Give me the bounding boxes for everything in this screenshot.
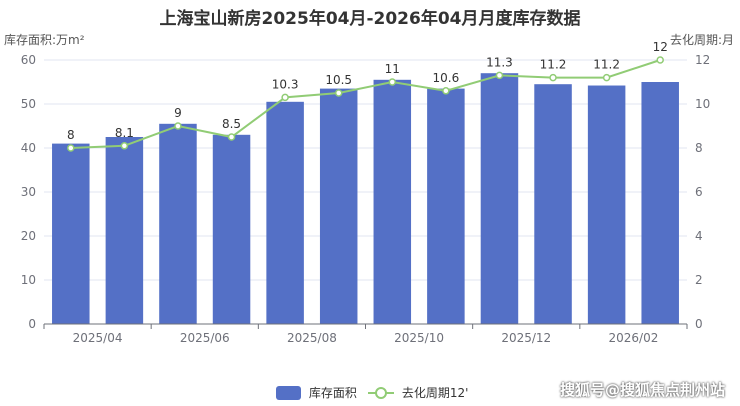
left-tick-label: 50 [21,97,36,111]
left-tick-label: 10 [21,273,36,287]
bar [373,79,412,324]
x-tick-label: 2025/12 [501,331,551,345]
bar [587,85,626,325]
line-point [656,56,664,64]
legend-item-bars[interactable]: 库存面积 [276,384,357,401]
bar [159,123,197,324]
left-tick-label: 30 [21,185,36,199]
right-axis-name: 去化周期:月 [669,33,734,47]
legend-bar-label: 库存面积 [308,386,357,400]
data-label: 10.3 [272,77,299,91]
bar [319,88,358,324]
x-tick-label: 2025/08 [287,331,337,345]
line-point [602,73,611,82]
data-label: 11.3 [486,55,513,69]
data-label: 10.6 [433,71,460,85]
left-tick-label: 60 [21,53,36,67]
x-tick-label: 2026/02 [608,331,658,345]
bar [266,101,304,324]
line-point [442,87,450,95]
legend-bar-swatch [276,385,301,400]
line-point [120,142,129,150]
data-label: 9 [174,106,182,120]
x-tick-label: 2025/10 [394,331,444,345]
right-tick-label: 2 [695,273,703,287]
left-axis-name: 库存面积:万m² [4,33,85,47]
data-label: 11.2 [593,58,620,72]
right-tick-label: 4 [695,229,703,243]
bar [534,84,572,324]
right-tick-label: 6 [695,185,703,199]
bar [105,137,144,324]
bar [52,143,90,324]
left-tick-label: 20 [21,229,36,243]
data-label: 11 [385,62,400,76]
line-point [227,133,236,141]
left-tick-label: 40 [21,141,36,155]
line-point [281,93,289,102]
line-point [549,73,557,82]
data-label: 12 [653,40,668,54]
data-label: 8.1 [115,126,134,140]
right-tick-label: 10 [695,97,710,111]
x-tick-label: 2025/04 [73,331,123,345]
data-label: 8 [67,128,75,142]
line-point [334,89,343,97]
bar [212,134,251,324]
bar [480,73,519,324]
legend-line-label: 去化周期12' [401,386,469,400]
series-line [70,59,661,149]
bar [427,88,465,324]
legend-line-swatch [368,386,394,399]
bar [641,82,679,324]
right-tick-label: 12 [695,53,710,67]
data-label: 8.5 [222,117,241,131]
left-tick-label: 0 [28,317,36,331]
x-tick-label: 2025/06 [180,331,230,345]
watermark: 搜狐号@搜狐焦点荆州站 [560,381,726,399]
data-label: 10.5 [325,73,352,87]
legend-item-line[interactable]: 去化周期12' [368,384,468,401]
data-label: 11.2 [540,58,567,72]
right-tick-label: 8 [695,141,703,155]
line-point [495,71,504,80]
chart-title: 上海宝山新房2025年04月-2026年04月月度库存数据 [159,9,581,29]
line-point [174,122,182,130]
line-point [388,78,397,86]
line-point [67,144,75,152]
right-tick-label: 0 [695,317,703,331]
